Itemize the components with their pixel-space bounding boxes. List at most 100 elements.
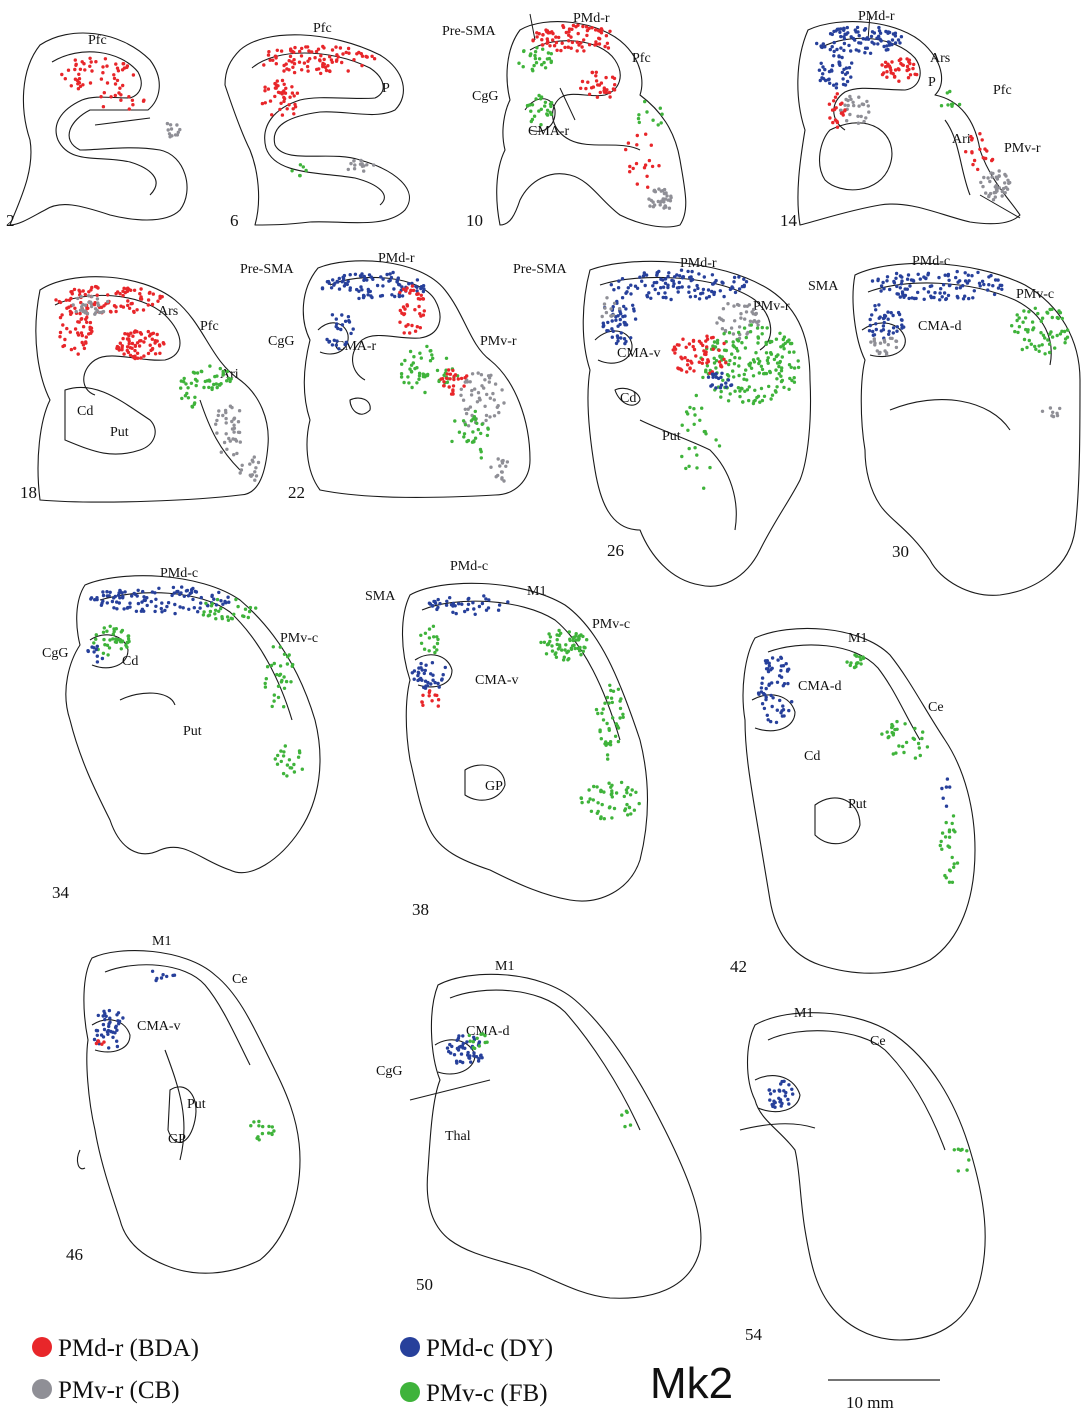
dot-cluster-pmv-r (600, 296, 622, 319)
legend-label-pmd-r: PMd-r (BDA) (58, 1335, 199, 1362)
section-46-label-gp: GP (168, 1132, 186, 1147)
dot-cluster-pmd-c (410, 661, 447, 690)
section-6-number: 6 (230, 211, 239, 230)
section-26-label-pmvr: PMv-r (753, 299, 790, 314)
section-46-label-cmav: CMA-v (137, 1019, 181, 1034)
dot-cluster-pmv-c (525, 93, 554, 127)
dot-cluster-pmd-c (86, 644, 105, 664)
section-42-number: 42 (730, 957, 747, 976)
section-18-label-ars: Ars (158, 304, 178, 319)
dot-cluster-pmd-c (817, 49, 854, 90)
dot-cluster-pmv-r (838, 94, 871, 125)
dot-cluster-pmd-c (609, 268, 749, 302)
section-26-label-presma: Pre-SMA (513, 262, 568, 277)
section-22-outline (302, 260, 531, 498)
dot-cluster-pmv-c (845, 653, 866, 670)
dot-cluster-pmv-c (179, 370, 199, 409)
section-26-label-pmdr: PMd-r (680, 256, 717, 271)
section-38-label-m1: M1 (527, 584, 546, 599)
section-30-label-pmdc: PMd-c (912, 254, 950, 269)
section-42-label-put: Put (848, 797, 867, 812)
dot-cluster-pmd-c (320, 270, 426, 301)
dot-cluster-pmd-r (579, 70, 617, 99)
dot-cluster-pmd-c (815, 25, 904, 55)
section-18-label-pfc: Pfc (200, 319, 219, 334)
section-30-label-sma: SMA (808, 279, 839, 294)
dot-cluster-pmv-r (71, 294, 110, 316)
section-38-label-sma: SMA (365, 589, 396, 604)
dot-cluster-pmd-r (398, 284, 426, 335)
section-42-label-m1: M1 (848, 631, 867, 646)
section-46-outline (83, 950, 301, 1274)
dot-cluster-pmd-c (756, 655, 794, 725)
section-22-label-pmdr: PMd-r (378, 251, 415, 266)
dot-cluster-pmd-r (827, 92, 847, 129)
dot-cluster-pmd-c (150, 969, 177, 983)
dot-cluster-pmv-c (263, 645, 295, 709)
dot-cluster-pmd-c (870, 269, 1004, 302)
dot-cluster-pmd-c (867, 303, 906, 340)
dot-cluster-pmv-r (238, 455, 261, 482)
section-54: M1 Ce 54 (739, 1006, 986, 1344)
dot-cluster-pmd-c (940, 777, 952, 808)
section-18-outline (35, 276, 269, 503)
section-22: Pre-SMA PMd-r CgG CMA-r PMv-r 22 (240, 251, 531, 502)
section-46-label-ce: Ce (232, 972, 248, 987)
section-38-label-pmdc: PMd-c (450, 559, 488, 574)
dot-cluster-pmv-r (489, 457, 510, 483)
section-22-number: 22 (288, 483, 305, 502)
section-38: PMd-c SMA M1 PMv-c CMA-v GP 38 (365, 559, 649, 919)
dot-cluster-pmv-c (450, 409, 490, 460)
section-14-number: 14 (780, 211, 798, 230)
dot-cluster-pmv-r (1040, 406, 1062, 419)
legend-swatch-pmd-c (400, 1337, 420, 1357)
section-14-label-ars: Ars (930, 51, 950, 66)
dot-cluster-pmd-c (89, 585, 231, 616)
section-6-label-p: P (382, 81, 390, 96)
dot-cluster-pmv-r (715, 302, 761, 342)
dot-cluster-pmd-r (94, 1039, 106, 1046)
section-42-label-cd: Cd (804, 749, 820, 764)
monkey-label: Mk2 (650, 1359, 733, 1408)
dot-cluster-pmv-c (952, 1147, 971, 1173)
dot-cluster-pmv-r (165, 121, 182, 139)
section-50-label-cmad: CMA-d (466, 1024, 510, 1039)
section-22-label-pmvr: PMv-r (480, 334, 517, 349)
legend-swatch-pmd-r (32, 1337, 52, 1357)
dot-cluster-pmv-c (699, 323, 801, 406)
section-50: M1 CMA-d CgG Thal 50 (376, 959, 702, 1299)
dot-cluster-pmv-r (459, 371, 506, 428)
section-14-label-pmdr: PMd-r (858, 9, 895, 24)
section-54-number: 54 (745, 1325, 763, 1344)
dot-cluster-pmv-c (419, 624, 440, 655)
dot-cluster-pmv-c (939, 89, 962, 108)
section-42: M1 CMA-d Ce Cd Put 42 (730, 627, 976, 976)
section-30-outline (852, 262, 1081, 596)
section-34-label-cd: Cd (122, 654, 138, 669)
section-10-number: 10 (466, 211, 483, 230)
section-38-label-cmav: CMA-v (475, 673, 519, 688)
section-30-number: 30 (892, 542, 909, 561)
section-26-label-cd: Cd (620, 391, 636, 406)
section-30-label-pmvc: PMv-c (1016, 287, 1054, 302)
legend-swatch-pmv-r (32, 1379, 52, 1399)
dot-cluster-pmv-r (346, 158, 376, 173)
dot-cluster-pmd-c (92, 1008, 125, 1050)
section-50-label-cgg: CgG (376, 1064, 402, 1079)
section-26-outline (582, 260, 812, 587)
section-34-label-put: Put (183, 724, 202, 739)
dot-cluster-pmv-c (193, 364, 233, 392)
dot-cluster-pmv-c (92, 624, 131, 657)
dot-cluster-pmv-c (579, 780, 641, 821)
section-2-outline (9, 32, 188, 226)
section-14-label-ari: Ari (952, 132, 971, 147)
dot-cluster-pmd-r (420, 689, 441, 708)
section-26-number: 26 (607, 541, 624, 560)
legend-label-pmv-r: PMv-r (CB) (58, 1377, 180, 1404)
section-2-number: 2 (6, 211, 15, 230)
dot-cluster-pmd-r (880, 57, 919, 83)
dot-cluster-pmd-r (260, 78, 300, 117)
dot-cluster-pmv-c (620, 1109, 633, 1129)
section-34-number: 34 (52, 883, 70, 902)
